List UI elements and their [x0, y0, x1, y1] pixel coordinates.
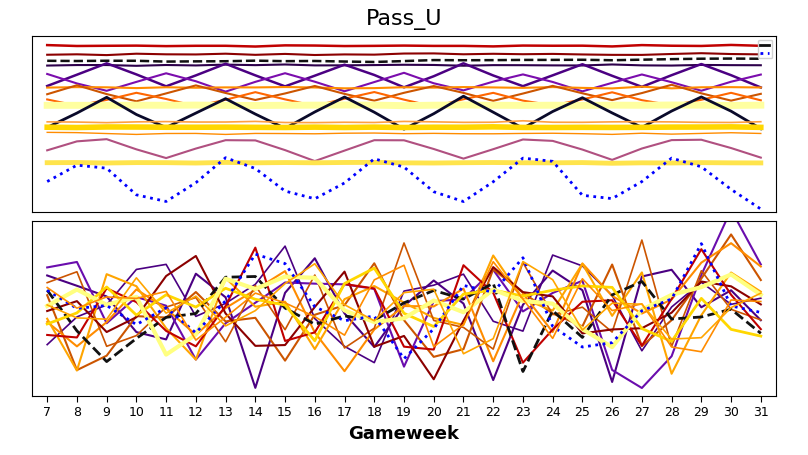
Legend: , : ,: [759, 40, 772, 58]
Text: Pass_U: Pass_U: [366, 9, 442, 30]
X-axis label: Gameweek: Gameweek: [348, 425, 460, 443]
